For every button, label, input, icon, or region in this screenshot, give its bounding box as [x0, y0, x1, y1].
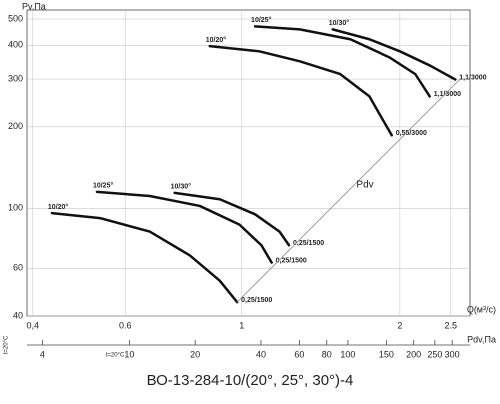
curve-end-label: 0,25/1500 — [276, 257, 307, 264]
pdv-tick-label: 10 — [124, 349, 134, 359]
pdv-tick-label: 60 — [294, 349, 304, 359]
pdv-tick-label: 150 — [379, 349, 394, 359]
y-tick-label: 100 — [8, 203, 23, 213]
pdv-tick-label: 300 — [445, 349, 460, 359]
curve-name: 10/25° — [93, 182, 114, 190]
pdv-axis-label: Pdv,Па — [467, 334, 496, 344]
curve-end-label: 1,1/3000 — [434, 91, 461, 98]
plot-frame — [26, 9, 471, 317]
curve — [208, 44, 393, 137]
curve-name: 10/20° — [48, 203, 69, 211]
y-tick-label: 60 — [13, 263, 23, 273]
curve-end-label: 0,55/3000 — [396, 130, 427, 137]
curve — [236, 79, 461, 303]
pdv-axis-note: t=20°C — [106, 353, 125, 359]
x-tick-label: 2.5 — [445, 320, 458, 330]
curve-name: 10/30° — [171, 183, 192, 191]
curve — [253, 25, 432, 98]
curve — [50, 211, 239, 304]
y-tick-label: 40 — [13, 310, 23, 320]
curve-name: Pdv — [356, 179, 373, 190]
x-tick-label: 2 — [397, 320, 402, 330]
curve-end-label: 0,25/1500 — [293, 240, 324, 247]
curve-end-label: 1,1/3000 — [459, 74, 486, 81]
curve — [95, 190, 273, 264]
pdv-tick-label: 80 — [322, 349, 332, 359]
x-axis-label: Q(м³/с) — [467, 304, 496, 314]
pdv-tick-label: 20 — [190, 349, 200, 359]
x-tick-label: 1 — [239, 320, 244, 330]
curve — [173, 191, 291, 247]
curve-end-label: 0,25/1500 — [241, 297, 272, 304]
pdv-side-note: t=20°C — [4, 335, 10, 354]
y-tick-label: 500 — [8, 13, 23, 23]
chart-title: ВО-13-284-10/(20°, 25°, 30°)-4 — [147, 372, 354, 389]
y-axis-label: Pv,Па — [22, 1, 46, 11]
y-tick-label: 300 — [8, 73, 23, 83]
pdv-tick-label: 100 — [340, 349, 355, 359]
y-tick-label: 200 — [8, 121, 23, 131]
curve-name: 10/25° — [251, 16, 272, 24]
curve-name: 10/30° — [329, 19, 350, 27]
pdv-tick-label: 40 — [256, 349, 266, 359]
x-tick-label: 0,4 — [27, 320, 40, 330]
pdv-tick-label: 4 — [40, 349, 45, 359]
curve — [331, 28, 457, 81]
pdv-tick-label: 250 — [427, 349, 442, 359]
x-tick-label: 0.6 — [119, 320, 132, 330]
curve-name: 10/20° — [206, 36, 227, 44]
pdv-tick-label: 200 — [406, 349, 421, 359]
y-tick-label: 400 — [8, 40, 23, 50]
